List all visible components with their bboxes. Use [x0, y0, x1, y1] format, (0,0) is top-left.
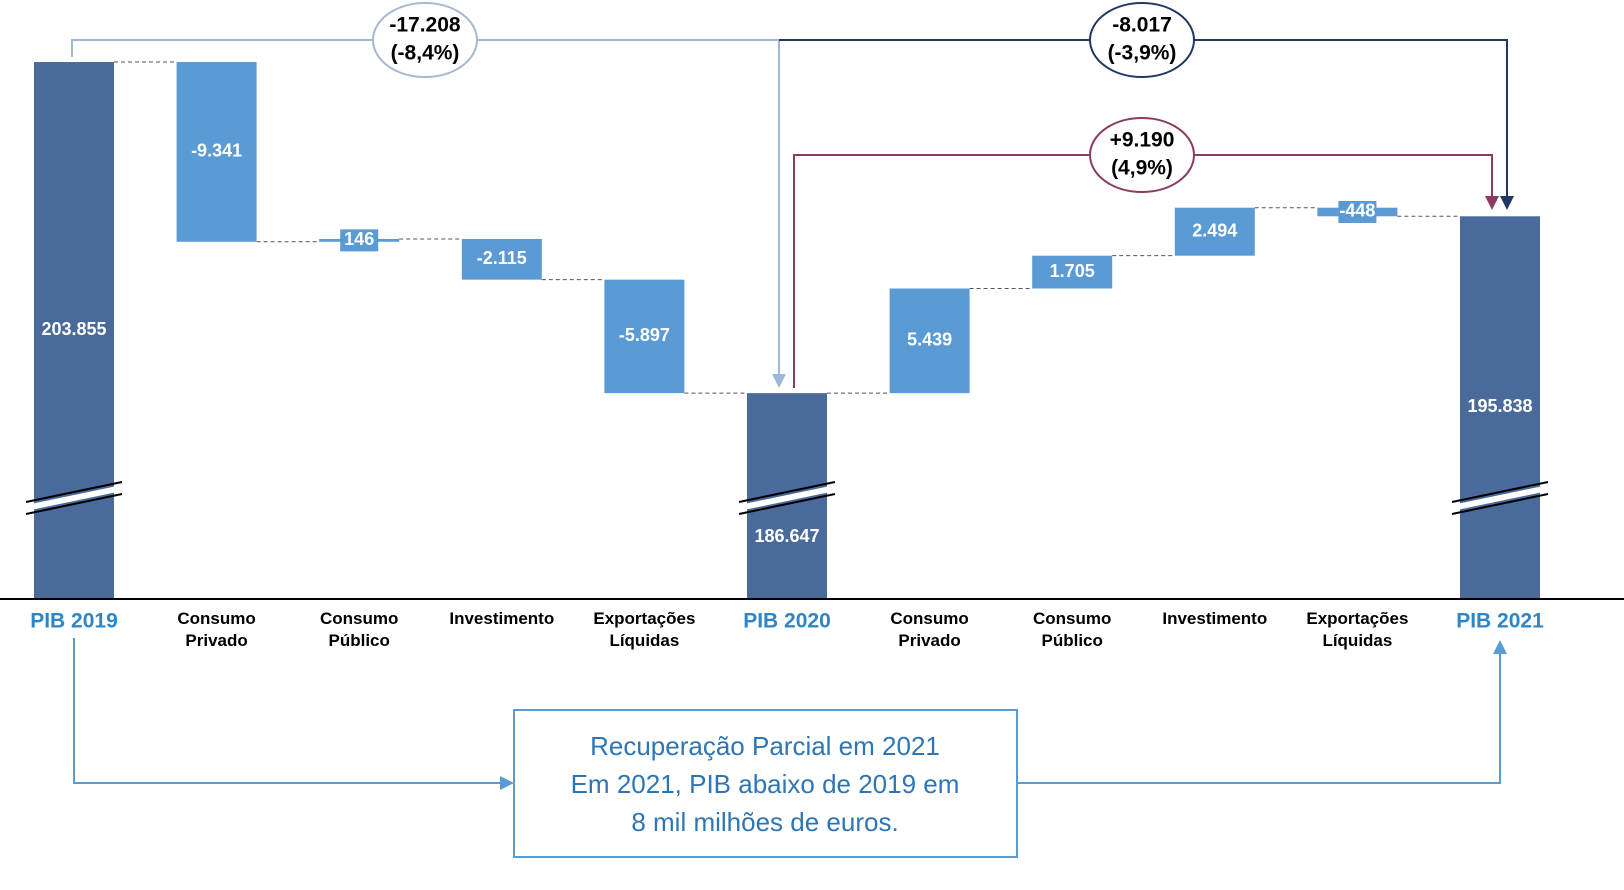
value-label-bg [1195, 220, 1234, 243]
value-label-bg [197, 140, 236, 163]
arrow-head [1493, 640, 1507, 654]
note-connector [73, 638, 502, 784]
value-label: 203.855 [41, 319, 106, 339]
category-label-line: Público [1041, 631, 1102, 650]
value-label: 195.838 [1467, 396, 1532, 416]
annotation-bubble [1089, 2, 1195, 78]
category-label: Consumo Privado [890, 609, 968, 650]
value-label: 1.705 [1050, 261, 1095, 281]
category-label: Consumo Público [320, 609, 398, 650]
axis-break [1451, 493, 1549, 515]
value-label: -2.115 [477, 248, 527, 268]
category-label-line: Privado [898, 631, 960, 650]
category-label-line: Privado [185, 631, 247, 650]
category-label: PIB 2021 [1456, 610, 1544, 633]
annotation-detail: (-8,4%) [391, 42, 460, 65]
value-label-bg [1053, 261, 1092, 284]
category-label-line: Líquidas [609, 631, 679, 650]
annotation-bubble [1089, 117, 1195, 193]
value-label-bg [625, 325, 664, 348]
value-label-bg [340, 229, 379, 252]
arrow-head [1500, 196, 1514, 210]
category-label: Investimento [449, 609, 554, 628]
category-label-line: Consumo [177, 609, 255, 628]
arrow-head [500, 776, 514, 790]
category-label-line: Exportações [593, 609, 695, 628]
category-label-line: Consumo [1033, 609, 1111, 628]
annotation-value: -17.208 [389, 14, 461, 37]
category-label: Consumo Público [1033, 609, 1111, 650]
category-label: Exportações Líquidas [1306, 609, 1408, 650]
note-box [513, 709, 1018, 858]
value-label: 5.439 [907, 330, 952, 350]
annotation-bubble [372, 2, 478, 78]
category-label-line: Líquidas [1322, 631, 1392, 650]
value-label: 146 [344, 229, 374, 249]
value-label: -9.341 [191, 141, 242, 161]
axis-break [738, 481, 836, 503]
axis-break [25, 481, 123, 503]
category-label: Consumo Privado [177, 609, 255, 650]
value-label-bg [482, 248, 521, 271]
bracket [779, 39, 1508, 198]
bar [1460, 216, 1540, 598]
value-label: -5.897 [619, 325, 670, 345]
value-label-bg [1338, 200, 1377, 223]
note-connector [1017, 652, 1501, 784]
category-label: PIB 2020 [743, 610, 831, 633]
category-label-line: Exportações [1306, 609, 1408, 628]
value-label-bg [910, 329, 949, 352]
axis-break [1451, 481, 1549, 503]
note-line: Em 2021, PIB abaixo de 2019 em [571, 769, 960, 799]
axis-break-gap [26, 485, 122, 511]
category-label-line: Investimento [449, 609, 554, 628]
category-label: Investimento [1162, 609, 1267, 628]
axis-break [738, 493, 836, 515]
category-label: Exportações Líquidas [593, 609, 695, 650]
category-label-line: Consumo [320, 609, 398, 628]
category-label-line: Consumo [890, 609, 968, 628]
axis-break-gap [739, 485, 835, 511]
value-label: -448 [1339, 201, 1375, 221]
category-label-line: Público [328, 631, 389, 650]
note-line: Recuperação Parcial em 2021 [590, 731, 940, 761]
value-label: 2.494 [1192, 220, 1237, 240]
note-line: 8 mil milhões de euros. [631, 807, 898, 837]
category-label: PIB 2019 [30, 610, 118, 633]
axis-break [25, 493, 123, 515]
value-label: 186.647 [754, 526, 819, 546]
category-label-line: Investimento [1162, 609, 1267, 628]
arrow-head [1485, 196, 1499, 210]
arrow-head [772, 374, 786, 388]
annotation-value: +9.190 [1110, 129, 1175, 152]
axis-break-gap [1452, 485, 1548, 511]
annotation-detail: (-3,9%) [1108, 42, 1177, 65]
annotation-detail: (4,9%) [1111, 157, 1173, 180]
annotation-value: -8.017 [1112, 14, 1172, 37]
